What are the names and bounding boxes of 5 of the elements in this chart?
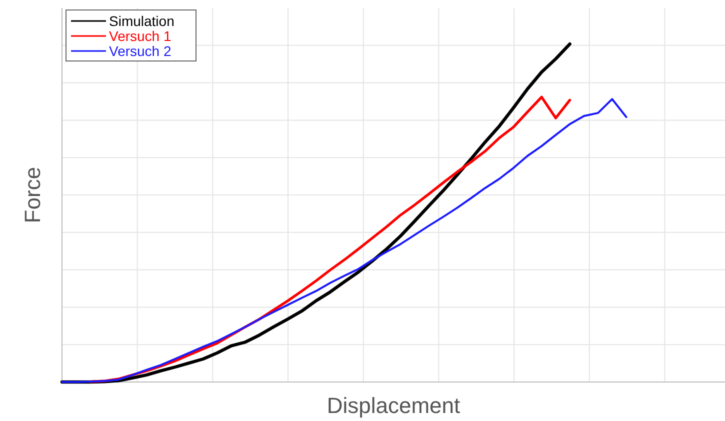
legend-label: Versuch 2 — [109, 43, 172, 59]
legend-label: Versuch 1 — [109, 28, 172, 44]
y-axis-title: Force — [20, 166, 45, 224]
x-axis-title: Displacement — [326, 393, 460, 418]
legend-label: Simulation — [109, 13, 174, 29]
